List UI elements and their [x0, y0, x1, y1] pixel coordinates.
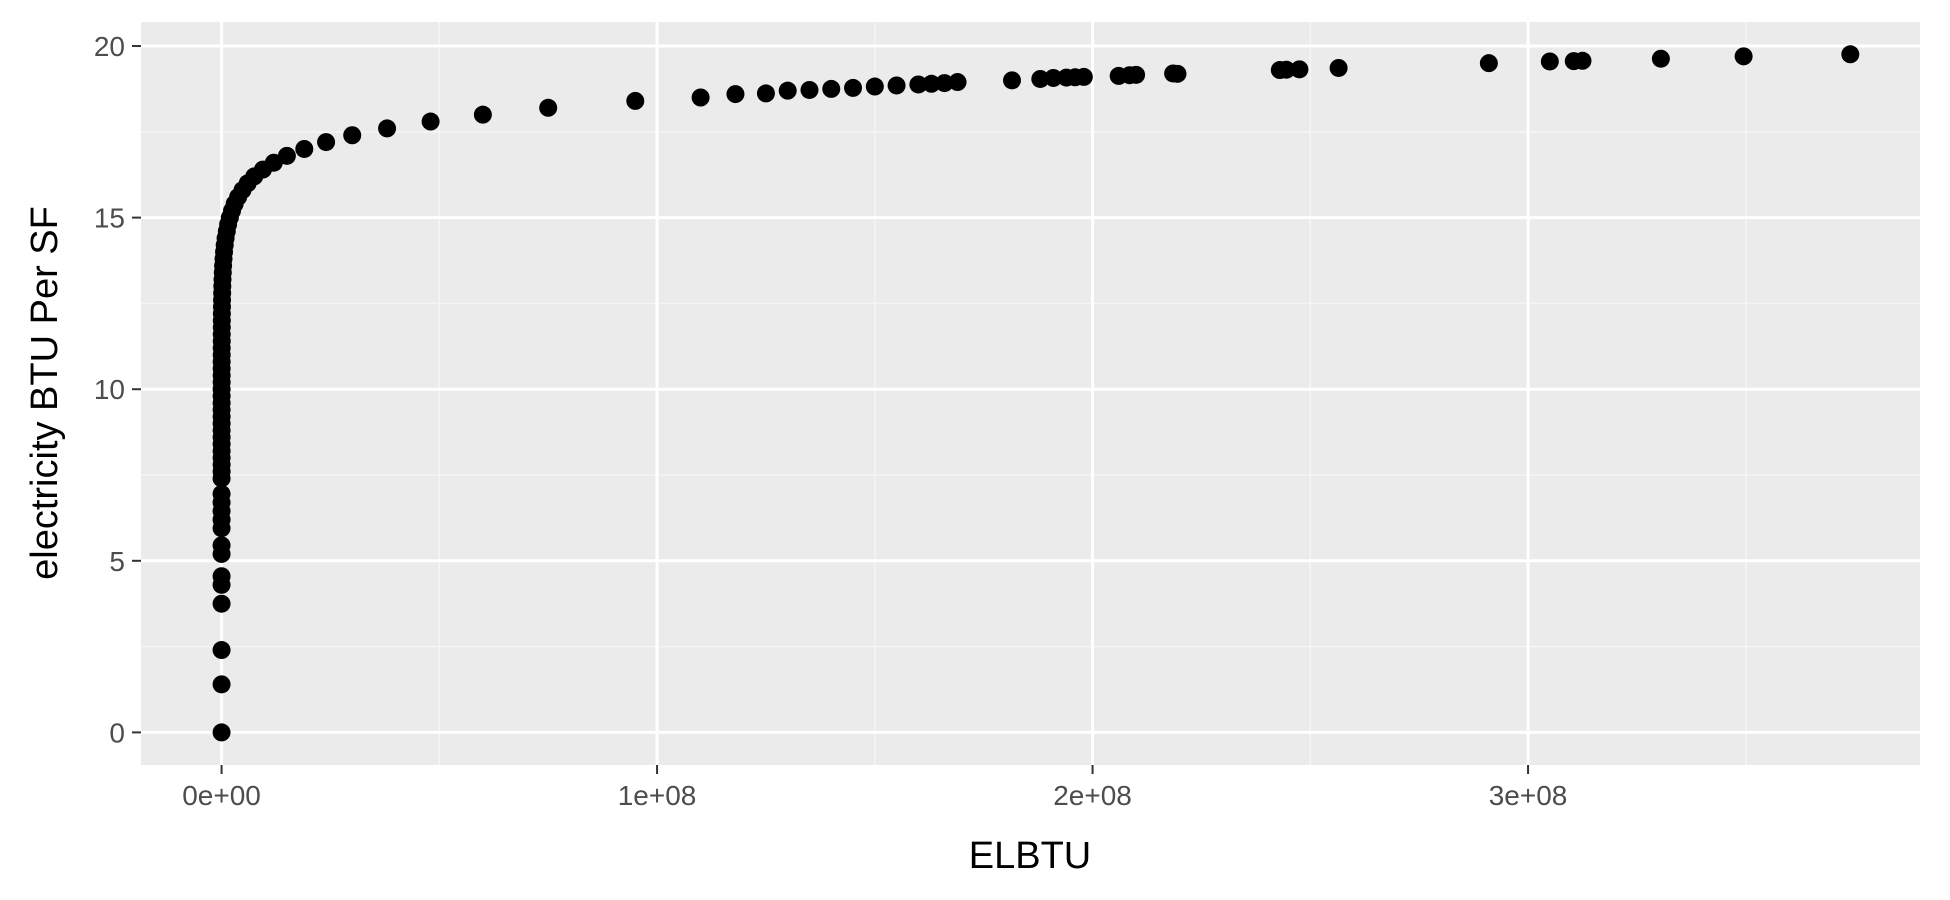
y-tick-label: 15: [94, 203, 125, 234]
data-point: [1841, 45, 1860, 64]
y-axis-title: electricity BTU Per SF: [24, 206, 66, 580]
data-point: [1573, 51, 1592, 70]
y-tick-label: 10: [94, 374, 125, 405]
data-point: [343, 126, 362, 145]
data-point: [378, 119, 397, 138]
data-point: [756, 84, 775, 103]
x-tick-label: 1e+08: [618, 780, 697, 811]
data-point: [295, 139, 314, 158]
data-point: [800, 80, 819, 99]
data-point: [726, 85, 745, 104]
data-point: [887, 76, 906, 95]
minor-gridlines: [141, 22, 1920, 765]
data-point: [421, 112, 440, 131]
x-axis: 0e+00 1e+08 2e+08 3e+08: [182, 765, 1567, 811]
data-point: [277, 146, 296, 165]
data-point: [922, 74, 941, 93]
data-point: [1044, 68, 1063, 87]
data-point: [212, 723, 231, 742]
data-point: [778, 81, 797, 100]
data-point: [212, 675, 231, 694]
data-point: [1329, 58, 1348, 77]
y-axis: 0 5 10 15 20: [94, 31, 141, 748]
data-point: [212, 641, 231, 660]
data-point: [1168, 64, 1187, 83]
data-point: [691, 88, 710, 107]
data-point: [539, 98, 558, 117]
data-point: [1540, 52, 1559, 71]
data-point: [212, 594, 231, 613]
x-tick-label: 3e+08: [1489, 780, 1568, 811]
y-tick-label: 5: [109, 546, 125, 577]
data-point: [212, 567, 231, 586]
data-point: [473, 105, 492, 124]
data-point: [935, 74, 954, 93]
data-point: [1031, 69, 1050, 88]
data-point: [865, 77, 884, 96]
y-tick-label: 20: [94, 31, 125, 62]
data-point: [1479, 54, 1498, 73]
data-point: [1127, 65, 1146, 84]
data-point: [909, 75, 928, 94]
data-point: [212, 536, 231, 555]
data-point: [626, 91, 645, 110]
data-point: [844, 78, 863, 97]
data-point: [1734, 47, 1753, 66]
x-tick-label: 2e+08: [1053, 780, 1132, 811]
data-point: [822, 79, 841, 98]
data-point: [212, 484, 231, 503]
x-axis-title: ELBTU: [969, 835, 1091, 877]
x-tick-label: 0e+00: [182, 780, 261, 811]
data-points: [212, 45, 1860, 742]
data-point: [1290, 60, 1309, 79]
major-gridlines: [141, 22, 1920, 765]
data-point: [1074, 67, 1093, 86]
data-point: [948, 73, 967, 92]
data-point: [317, 133, 336, 152]
y-tick-label: 0: [109, 717, 125, 748]
data-point: [1002, 71, 1021, 90]
data-point: [1651, 49, 1670, 68]
data-point: [1277, 60, 1296, 79]
plot-panel: [141, 22, 1920, 765]
